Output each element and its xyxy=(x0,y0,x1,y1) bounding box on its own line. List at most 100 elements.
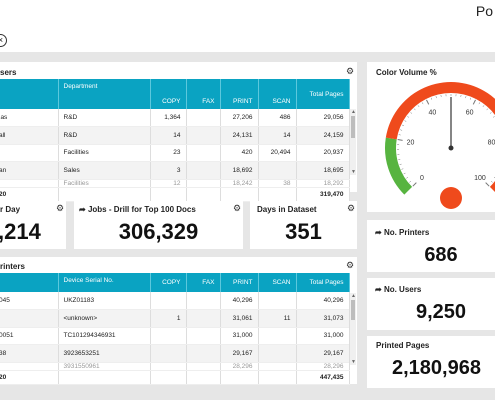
scroll-down-icon[interactable]: ▼ xyxy=(351,169,356,175)
column-header-department[interactable]: Department xyxy=(58,79,151,109)
gear-icon[interactable]: ⚙ xyxy=(346,260,355,270)
column-header[interactable] xyxy=(0,273,59,292)
scroll-up-icon[interactable]: ▲ xyxy=(351,109,356,115)
table-cell: 27,206 xyxy=(220,109,259,128)
table-row[interactable]: Facilities 12 18,242 38 18,292 xyxy=(0,179,350,188)
table-cell xyxy=(186,362,221,371)
close-icon[interactable]: × xyxy=(0,34,7,47)
table-row[interactable]: 38 3923653251 29,167 29,167 xyxy=(0,344,350,363)
gauge-minor-tick xyxy=(401,168,404,170)
column-header-print[interactable]: PRINT xyxy=(220,79,259,109)
table-cell xyxy=(150,292,187,311)
table-cell: 29,056 xyxy=(296,109,350,128)
table-cell xyxy=(186,292,221,311)
gauge-major-tick xyxy=(472,99,476,105)
table-cell: 20 xyxy=(0,369,59,385)
printers-table: Device Serial No. COPY FAX PRINT SCAN To… xyxy=(0,273,350,385)
gauge-minor-tick xyxy=(490,180,493,183)
column-header-scan[interactable]: SCAN xyxy=(258,79,297,109)
kpi-printers-title: ➦ No. Printers xyxy=(375,228,429,237)
gauge-title: Color Volume % xyxy=(376,68,437,77)
table-cell xyxy=(0,362,59,371)
users-table-scrollbar[interactable]: ▲ ▼ xyxy=(349,109,356,175)
gauge-minor-tick xyxy=(404,120,407,122)
column-header-fax[interactable]: FAX xyxy=(186,273,221,292)
table-cell xyxy=(258,344,297,363)
gauge-minor-tick xyxy=(410,112,413,114)
table-cell: <unknown> xyxy=(58,309,151,328)
table-cell: an xyxy=(0,161,59,180)
scroll-up-icon[interactable]: ▲ xyxy=(351,293,356,299)
kpi-days-title: Days in Dataset xyxy=(257,205,317,214)
gauge-needle-hub xyxy=(448,145,454,151)
table-cell: 28,296 xyxy=(296,362,350,371)
column-header-fax[interactable]: FAX xyxy=(186,79,221,109)
printers-table-scrollbar[interactable]: ▲ ▼ xyxy=(349,293,356,365)
gear-icon[interactable]: ⚙ xyxy=(346,66,355,76)
table-row[interactable]: an Sales 3 18,692 18,695 xyxy=(0,161,350,180)
gear-icon[interactable]: ⚙ xyxy=(56,203,65,213)
gauge-tick-label: 0 xyxy=(420,175,424,182)
gear-icon[interactable]: ⚙ xyxy=(233,203,242,213)
table-cell: R&D xyxy=(58,126,151,145)
table-cell: 20 xyxy=(0,186,59,202)
gear-icon[interactable]: ⚙ xyxy=(347,203,356,213)
table-cell xyxy=(150,327,187,346)
gauge-tick-label: 80 xyxy=(488,140,495,147)
gauge-minor-tick xyxy=(465,96,467,99)
table-cell: 31,000 xyxy=(296,327,350,346)
table-cell: 0051 xyxy=(0,327,59,346)
scrollbar-thumb[interactable] xyxy=(351,300,355,320)
table-cell: all xyxy=(0,126,59,145)
column-header[interactable] xyxy=(0,79,59,109)
kpi-users-title-text: No. Users xyxy=(383,285,422,294)
table-cell xyxy=(258,161,297,180)
table-cell: TC101294346931 xyxy=(58,327,151,346)
column-header-print[interactable]: PRINT xyxy=(220,273,259,292)
table-row[interactable]: 0051 TC101294346931 31,000 31,000 xyxy=(0,327,350,346)
kpi-days-panel: Days in Dataset ⚙ 351 xyxy=(250,201,357,249)
column-header-scan[interactable]: SCAN xyxy=(258,273,297,292)
scroll-down-icon[interactable]: ▼ xyxy=(351,359,356,365)
table-row[interactable]: 045 UKZ01183 40,296 40,296 xyxy=(0,292,350,311)
gauge-major-tick xyxy=(485,182,490,187)
table-cell xyxy=(150,344,187,363)
table-cell: 420 xyxy=(220,144,259,163)
gauge-minor-tick xyxy=(417,105,420,108)
kpi-pages-title: Printed Pages xyxy=(376,341,430,350)
column-header-copy[interactable]: COPY xyxy=(150,79,187,109)
kpi-jobs-panel[interactable]: ➦ Jobs - Drill for Top 100 Docs ⚙ 306,32… xyxy=(74,201,243,249)
table-row[interactable]: <unknown> 1 31,061 11 31,073 xyxy=(0,309,350,328)
table-cell: 3931550961 xyxy=(58,362,151,371)
column-header-total-pages[interactable]: Total Pages xyxy=(296,273,350,292)
table-cell xyxy=(186,109,221,128)
table-cell: 11 xyxy=(258,309,297,328)
color-volume-panel: Color Volume % 0 20 40 60 80 100 xyxy=(367,62,495,212)
table-cell: 31,061 xyxy=(220,309,259,328)
gauge-major-tick xyxy=(397,139,403,141)
kpi-users-title: ➦ No. Users xyxy=(375,285,421,294)
table-cell: 045 xyxy=(0,292,59,311)
table-row[interactable]: Facilities 23 420 20,494 20,937 xyxy=(0,144,350,163)
kpi-users-panel[interactable]: ➦ No. Users 9,250 xyxy=(367,278,495,330)
table-cell: Facilities xyxy=(58,179,151,188)
kpi-jobs-title: ➦ Jobs - Drill for Top 100 Docs xyxy=(79,205,196,214)
gauge-minor-tick xyxy=(399,163,402,165)
scrollbar-thumb[interactable] xyxy=(351,116,355,138)
column-header-copy[interactable]: COPY xyxy=(150,273,187,292)
table-row[interactable]: 3931550961 28,296 28,296 xyxy=(0,362,350,371)
gauge-minor-tick xyxy=(421,102,424,105)
gauge-tick-label: 60 xyxy=(466,109,474,116)
users-table: Department COPY FAX PRINT SCAN Total Pag… xyxy=(0,79,350,202)
table-row[interactable]: all R&D 14 24,131 14 24,159 xyxy=(0,126,350,145)
table-cell xyxy=(186,186,221,202)
top-bar: Po × xyxy=(0,0,495,52)
column-header-device-serial[interactable]: Device Serial No. xyxy=(58,273,151,292)
table-cell: 447,435 xyxy=(296,369,350,385)
table-cell: 20,494 xyxy=(258,144,297,163)
column-header-total-pages[interactable]: Total Pages xyxy=(296,79,350,109)
table-row[interactable]: las R&D 1,364 27,206 486 29,056 xyxy=(0,109,350,128)
kpi-day-panel: r Day ⚙ ,214 xyxy=(0,201,66,249)
kpi-printers-panel[interactable]: ➦ No. Printers 686 xyxy=(367,220,495,272)
users-table-title: sers xyxy=(0,68,17,77)
